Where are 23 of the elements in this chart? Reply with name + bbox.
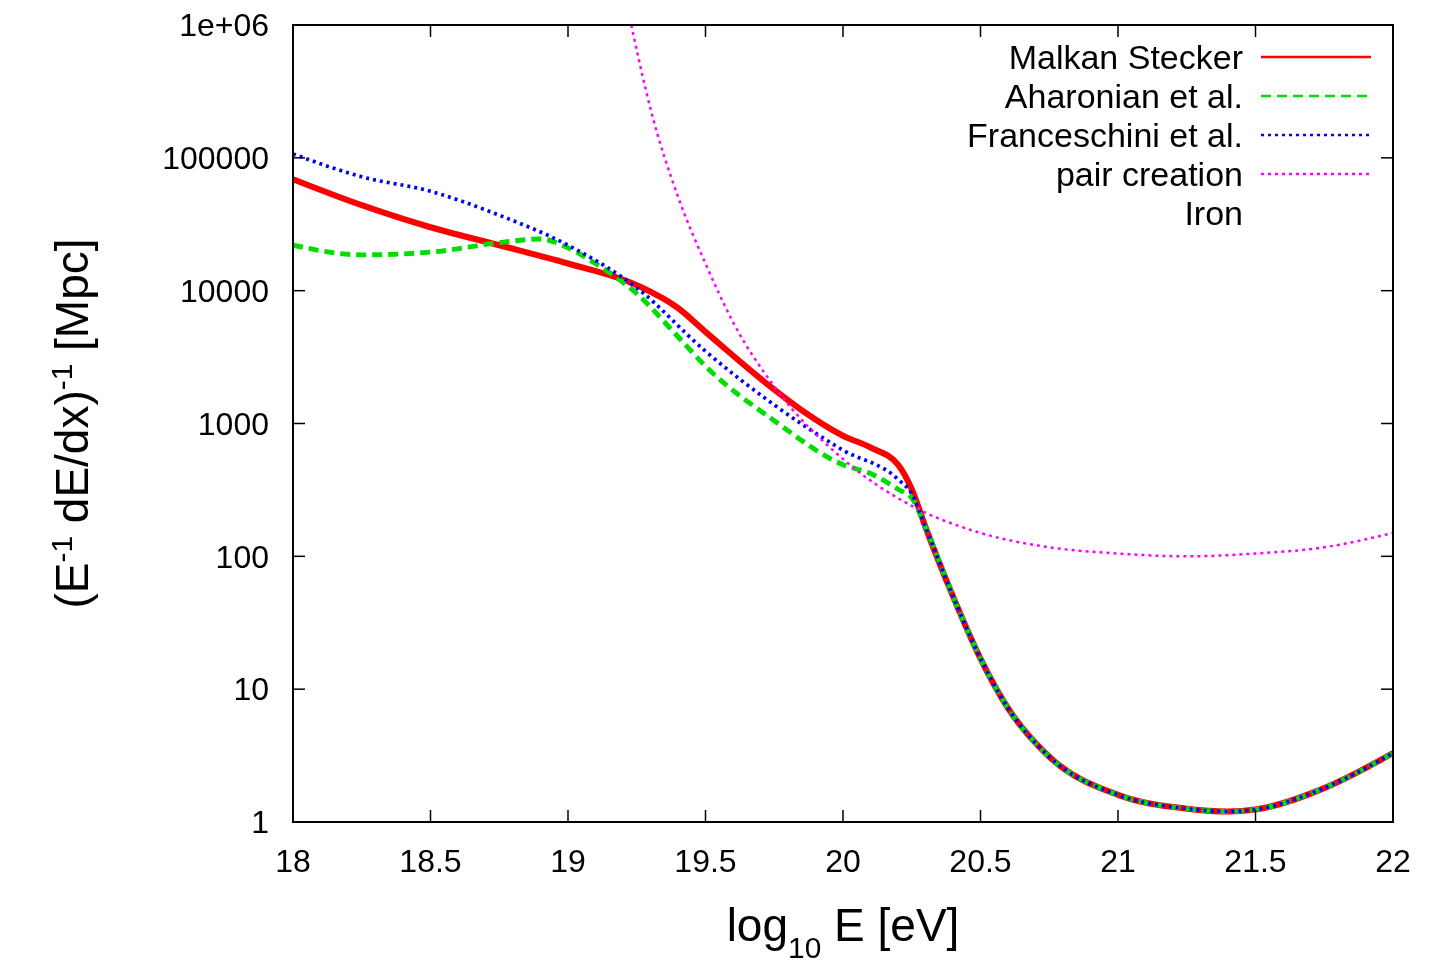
y-tick-label: 10000 — [180, 272, 269, 309]
y-tick-label: 1e+06 — [179, 7, 269, 44]
x-tick-label: 19 — [550, 843, 586, 879]
legend-label: pair creation — [1055, 154, 1243, 193]
y-tick-label: 1000 — [197, 405, 269, 442]
x-axis-title: log$_{10}$ E [eV] — [726, 899, 960, 963]
x-tick-label: 21 — [1100, 843, 1136, 879]
x-tick-label: 20 — [825, 843, 861, 879]
x-tick-label: 21.5 — [1224, 843, 1287, 879]
annotation: Iron — [1184, 193, 1243, 232]
x-tick-label: 19.5 — [674, 843, 737, 879]
legend-label: Franceschini et al. — [967, 115, 1243, 154]
y-tick-label: 100000 — [162, 140, 269, 177]
y-tick-label: 100 — [215, 538, 269, 575]
line-series — [630, 25, 1393, 558]
y-tick-label: 10 — [233, 671, 269, 708]
legend-label: Malkan Stecker — [1008, 37, 1243, 76]
x-tick-label: 22 — [1375, 843, 1411, 879]
x-tick-label: 20.5 — [949, 843, 1012, 879]
legend-label: Aharonian et al. — [1004, 76, 1243, 115]
x-tick-label: 18 — [275, 843, 311, 879]
y-tick-label: 1 — [251, 804, 269, 841]
x-tick-label: 18.5 — [399, 843, 462, 879]
